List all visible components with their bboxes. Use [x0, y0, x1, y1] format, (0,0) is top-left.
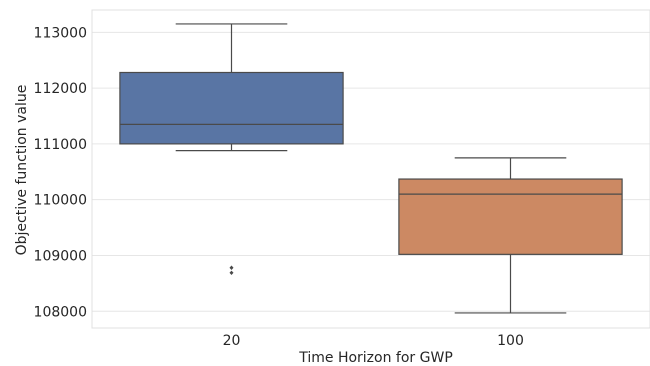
y-tick-label: 110000 — [34, 193, 87, 209]
boxes — [119, 23, 623, 314]
box-group-20 — [119, 23, 344, 275]
x-tick-label: 20 — [223, 333, 241, 349]
outlier-point — [229, 265, 234, 270]
y-tick-label: 108000 — [34, 304, 87, 320]
plot-frame — [91, 9, 650, 329]
y-tick-labels: 108000 109000 110000 111000 112000 113000 — [34, 25, 87, 320]
y-axis-label: Objective function value — [14, 85, 30, 256]
y-tick-label: 112000 — [34, 81, 87, 97]
outlier-point — [229, 270, 234, 275]
box-iqr — [398, 178, 623, 255]
y-tick-label: 109000 — [34, 248, 87, 264]
y-tick-label: 113000 — [34, 25, 87, 41]
y-tick-label: 111000 — [34, 137, 87, 153]
box-group-100 — [398, 157, 623, 314]
x-tick-label: 100 — [497, 333, 524, 349]
box-iqr — [119, 71, 344, 145]
x-axis-label: Time Horizon for GWP — [298, 350, 453, 366]
x-tick-labels: 20 100 — [223, 333, 524, 349]
